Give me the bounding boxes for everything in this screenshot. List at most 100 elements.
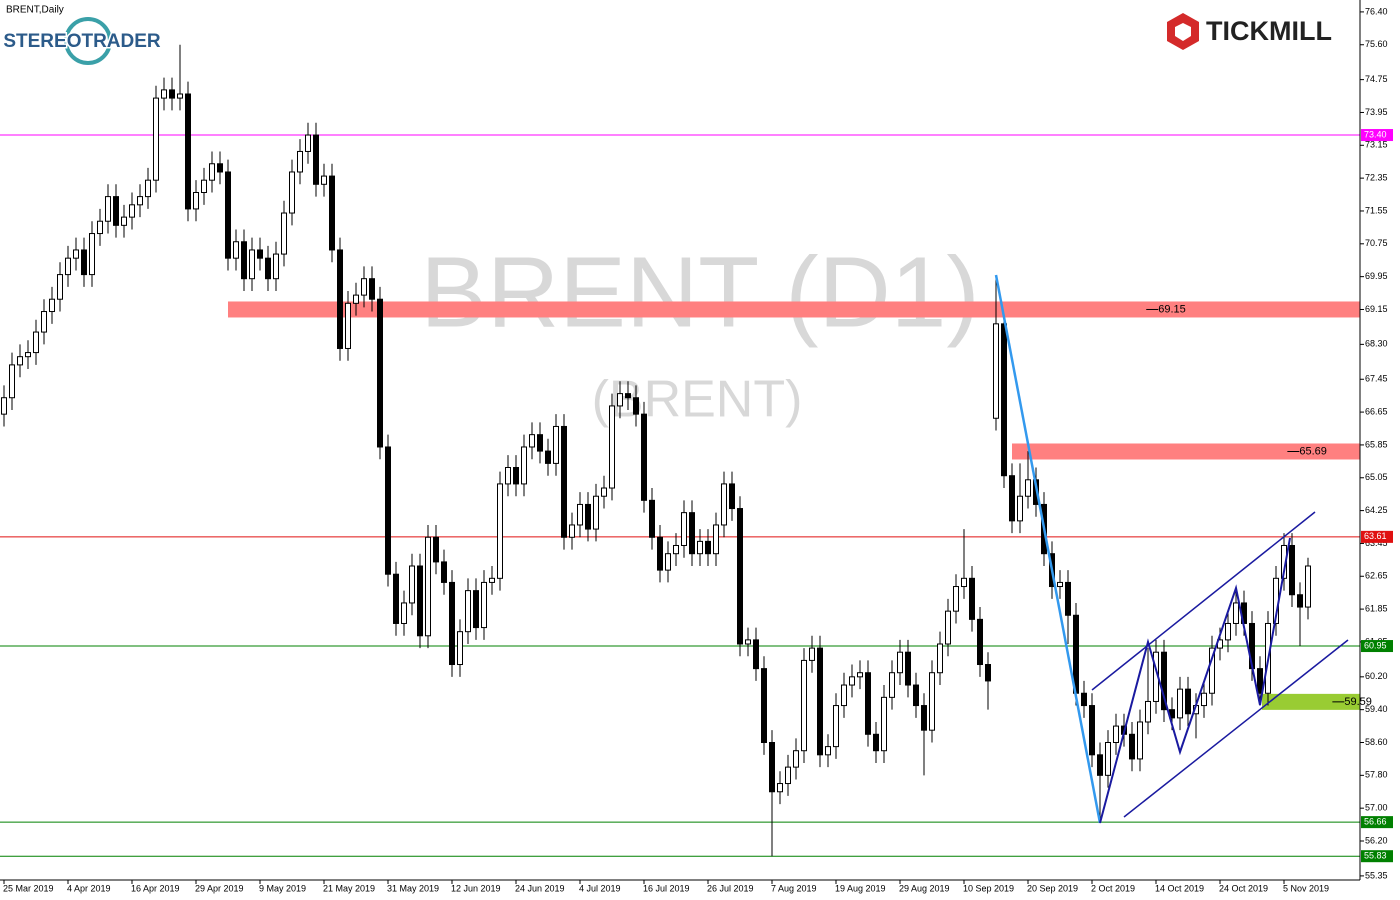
candle-body (465, 590, 471, 633)
candle-body (897, 651, 903, 674)
chart-title: BRENT,Daily (6, 5, 64, 16)
candle-body (617, 393, 623, 407)
x-tick-label: 29 Aug 2019 (899, 883, 950, 893)
candle-body (865, 672, 871, 735)
candle-body (305, 134, 311, 152)
candle-body (225, 171, 231, 259)
candle-body (153, 97, 159, 181)
candle-body (49, 298, 55, 313)
candle-body (1297, 594, 1303, 608)
candle-body (313, 134, 319, 185)
candle-body (745, 639, 751, 645)
y-tick-label: 62.65 (1365, 571, 1388, 581)
y-tick-label: 76.40 (1365, 6, 1388, 16)
candle-body (289, 171, 295, 214)
x-tick-label: 4 Jul 2019 (579, 883, 621, 893)
zone-label: 69.15 (1158, 303, 1186, 315)
candle-body (873, 733, 879, 752)
level-label: 60.95 (1364, 640, 1387, 650)
candle-body (1025, 479, 1031, 497)
x-tick-label: 16 Apr 2019 (131, 883, 180, 893)
candle-body (1089, 705, 1095, 756)
candle-body (1257, 668, 1263, 694)
y-tick-label: 65.05 (1365, 472, 1388, 482)
candle-body (1, 397, 7, 415)
candle-body (457, 631, 463, 666)
candle-body (1017, 495, 1023, 522)
x-tick-label: 4 Apr 2019 (67, 883, 111, 893)
y-tick-label: 66.65 (1365, 406, 1388, 416)
logo-icon-inner (1175, 23, 1191, 41)
candle-body (1185, 688, 1191, 715)
channel-lower (1123, 639, 1349, 818)
candle-body (145, 179, 151, 198)
candle-body (689, 512, 695, 555)
candle-body (545, 450, 551, 464)
candle-body (265, 257, 271, 280)
level-label: 73.40 (1364, 129, 1387, 139)
candle-body (297, 150, 303, 173)
candle-body (761, 668, 767, 743)
candle-body (353, 294, 359, 304)
y-tick-label: 72.35 (1365, 173, 1388, 183)
candle-body (609, 405, 615, 489)
candle-body (73, 249, 79, 259)
candle-body (321, 175, 327, 185)
candle-body (1065, 581, 1071, 616)
zone (1262, 693, 1360, 710)
candle-body (721, 483, 727, 526)
candle-body (361, 278, 367, 296)
y-tick-label: 73.15 (1365, 140, 1388, 150)
candle-body (521, 446, 527, 485)
candle-body (1289, 544, 1295, 596)
candle-body (1137, 721, 1143, 760)
candle-body (649, 499, 655, 538)
level-tag (1361, 850, 1393, 863)
candle-body (9, 364, 15, 399)
candle-body (817, 647, 823, 756)
candle-body (737, 508, 743, 645)
candle-body (1161, 651, 1167, 711)
candle-body (985, 664, 991, 682)
y-tick-label: 69.95 (1365, 271, 1388, 281)
x-tick-label: 7 Aug 2019 (771, 883, 817, 893)
trend-lines (994, 274, 1349, 824)
candle-body (1081, 692, 1087, 707)
candle-body (33, 331, 39, 354)
candle-body (369, 278, 375, 300)
candle-body (529, 434, 535, 448)
candle-body (841, 684, 847, 707)
candle-body (953, 586, 959, 612)
candle-body (857, 672, 863, 678)
candle-body (497, 483, 503, 579)
candle-body (281, 212, 287, 255)
candle-body (833, 705, 839, 748)
candle-body (329, 175, 335, 251)
x-tick-label: 24 Jun 2019 (515, 883, 565, 893)
y-tick-label: 73.95 (1365, 107, 1388, 117)
candle-body (577, 503, 583, 526)
candle-body (585, 503, 591, 530)
y-tick-label: 69.15 (1365, 304, 1388, 314)
candle-body (809, 647, 815, 661)
candle-body (25, 352, 31, 358)
candle-body (209, 163, 215, 181)
candle-body (569, 524, 575, 538)
y-tick-label: 57.80 (1365, 770, 1388, 780)
candle-body (553, 425, 559, 464)
watermark-sub: (BRENT) (592, 371, 803, 429)
candle-body (1105, 742, 1111, 776)
candle-body (921, 705, 927, 731)
candle-body (793, 750, 799, 768)
candle-body (65, 257, 71, 276)
candle-body (1057, 581, 1063, 588)
candle-body (633, 397, 639, 415)
candle-body (401, 602, 407, 624)
candle-body (393, 573, 399, 624)
candle-body (1001, 323, 1007, 477)
candle-body (169, 89, 175, 99)
trend-line (994, 274, 1102, 824)
candle-body (193, 192, 199, 210)
candle-body (441, 561, 447, 583)
candle-body (913, 684, 919, 707)
